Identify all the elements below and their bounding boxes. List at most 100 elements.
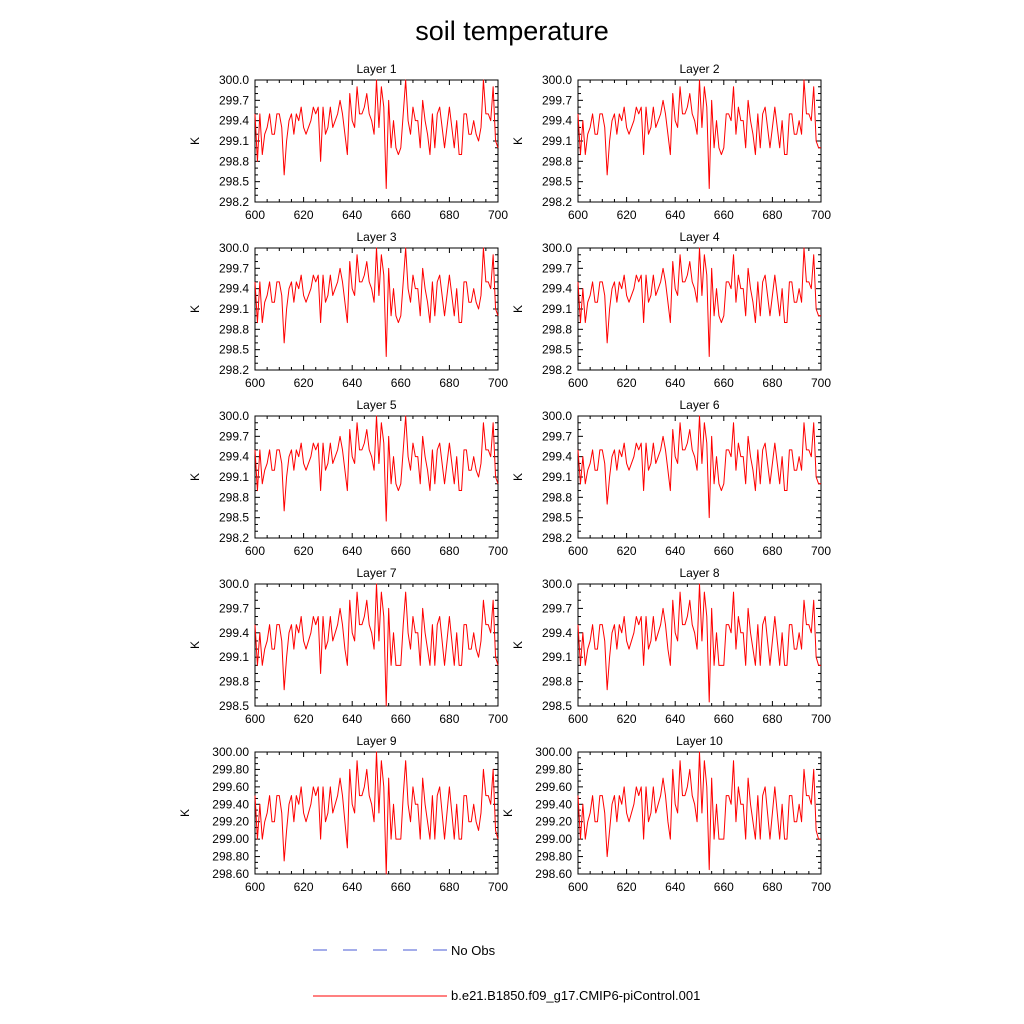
x-tick-label: 660 <box>714 712 734 726</box>
y-tick-label: 300.00 <box>212 745 249 759</box>
x-tick-label: 680 <box>762 712 782 726</box>
plot-frame <box>254 247 499 371</box>
x-tick-label: 660 <box>391 544 411 558</box>
y-tick-label: 299.60 <box>535 780 572 794</box>
y-tick-label: 298.8 <box>219 322 249 336</box>
x-tick-label: 620 <box>617 208 637 222</box>
series-line <box>577 415 821 519</box>
y-tick-label: 298.5 <box>542 699 572 713</box>
x-tick-label: 700 <box>811 880 831 894</box>
x-tick-label: 640 <box>342 208 362 222</box>
y-axis-label: K <box>511 473 525 481</box>
plot-frame <box>254 583 499 707</box>
x-tick-label: 600 <box>245 712 265 726</box>
y-tick-label: 299.7 <box>219 601 249 615</box>
y-tick-label: 299.7 <box>542 601 572 615</box>
x-tick-label: 600 <box>245 376 265 390</box>
series-line <box>577 247 821 357</box>
x-tick-label: 680 <box>762 880 782 894</box>
y-tick-label: 298.2 <box>219 195 249 209</box>
y-tick-label: 298.8 <box>219 490 249 504</box>
y-tick-label: 299.4 <box>542 626 572 640</box>
y-tick-label: 300.0 <box>219 577 249 591</box>
x-tick-label: 600 <box>568 208 588 222</box>
y-tick-label: 300.0 <box>542 73 572 87</box>
y-tick-label: 299.20 <box>535 815 572 829</box>
chart-panel-7: Layer 7 600 620 640 660 680 700 298.5 298.8 299.1… <box>188 566 508 726</box>
x-tick-label: 680 <box>439 376 459 390</box>
y-axis-label: K <box>511 641 525 649</box>
y-tick-label: 298.5 <box>542 343 572 357</box>
y-tick-label: 298.8 <box>219 154 249 168</box>
series-line <box>254 751 499 875</box>
series-line <box>254 415 499 522</box>
series-line <box>254 583 499 707</box>
y-tick-label: 299.4 <box>542 450 572 464</box>
x-tick-label: 640 <box>342 712 362 726</box>
panel-grid: Layer 1 600 620 640 660 680 700 298.2 298.5 298.8… <box>178 62 831 894</box>
y-tick-label: 298.2 <box>542 531 572 545</box>
x-tick-label: 660 <box>714 376 734 390</box>
x-tick-label: 640 <box>665 544 685 558</box>
x-tick-label: 680 <box>439 544 459 558</box>
x-tick-label: 700 <box>811 712 831 726</box>
x-tick-label: 620 <box>617 376 637 390</box>
x-tick-label: 620 <box>294 376 314 390</box>
chart-panel-5: Layer 5 600 620 640 660 680 700 298.2 298.5 298.8… <box>188 398 508 558</box>
x-tick-label: 620 <box>617 880 637 894</box>
y-tick-label: 298.2 <box>219 531 249 545</box>
y-tick-label: 300.00 <box>535 745 572 759</box>
legend-model-label: b.e21.B1850.f09_g17.CMIP6-piControl.001 <box>451 988 700 1003</box>
x-tick-label: 700 <box>488 880 508 894</box>
x-tick-label: 660 <box>714 208 734 222</box>
y-axis-label: K <box>501 809 515 817</box>
x-tick-label: 600 <box>568 712 588 726</box>
y-tick-label: 298.5 <box>219 343 249 357</box>
x-tick-label: 660 <box>391 208 411 222</box>
x-tick-label: 660 <box>714 880 734 894</box>
plot-frame <box>254 751 499 875</box>
plot-frame <box>577 751 822 875</box>
x-tick-label: 700 <box>488 208 508 222</box>
y-tick-label: 299.7 <box>542 93 572 107</box>
x-tick-label: 700 <box>811 208 831 222</box>
y-tick-label: 298.2 <box>542 363 572 377</box>
chart-panel-8: Layer 8 600 620 640 660 680 700 298.5 298.8 299.1… <box>511 566 831 726</box>
x-tick-label: 600 <box>245 208 265 222</box>
y-tick-label: 299.7 <box>219 261 249 275</box>
x-tick-label: 620 <box>617 712 637 726</box>
y-tick-label: 299.40 <box>535 797 572 811</box>
y-tick-label: 298.8 <box>542 322 572 336</box>
y-tick-label: 299.4 <box>219 282 249 296</box>
x-tick-label: 640 <box>665 712 685 726</box>
y-axis-label: K <box>188 473 202 481</box>
x-tick-label: 700 <box>488 712 508 726</box>
x-tick-label: 680 <box>439 208 459 222</box>
y-tick-label: 298.80 <box>212 850 249 864</box>
chart-panel-2: Layer 2 600 620 640 660 680 700 298.2 298.5 298.8… <box>511 62 831 222</box>
panel-title: Layer 7 <box>356 566 396 580</box>
x-tick-label: 680 <box>439 712 459 726</box>
y-tick-label: 299.1 <box>219 650 249 664</box>
y-axis-label: K <box>511 305 525 313</box>
x-tick-label: 620 <box>294 880 314 894</box>
series-line <box>577 79 821 189</box>
y-tick-label: 299.1 <box>219 134 249 148</box>
plot-frame <box>254 79 499 203</box>
x-tick-label: 640 <box>665 208 685 222</box>
y-tick-label: 299.4 <box>542 114 572 128</box>
x-tick-label: 640 <box>342 880 362 894</box>
y-tick-label: 299.80 <box>212 762 249 776</box>
chart-panel-1: Layer 1 600 620 640 660 680 700 298.2 298.5 298.8… <box>188 62 508 222</box>
chart-panel-9: Layer 9 600 620 640 660 680 700 298.60 298.80 299… <box>178 734 508 894</box>
y-tick-label: 298.5 <box>219 511 249 525</box>
y-tick-label: 298.60 <box>535 867 572 881</box>
y-tick-label: 299.20 <box>212 815 249 829</box>
series-line <box>577 751 821 871</box>
panel-title: Layer 3 <box>356 230 396 244</box>
y-tick-label: 300.0 <box>219 73 249 87</box>
y-tick-label: 299.7 <box>219 93 249 107</box>
y-tick-label: 298.2 <box>542 195 572 209</box>
chart-panel-6: Layer 6 600 620 640 660 680 700 298.2 298.5 298.8… <box>511 398 831 558</box>
